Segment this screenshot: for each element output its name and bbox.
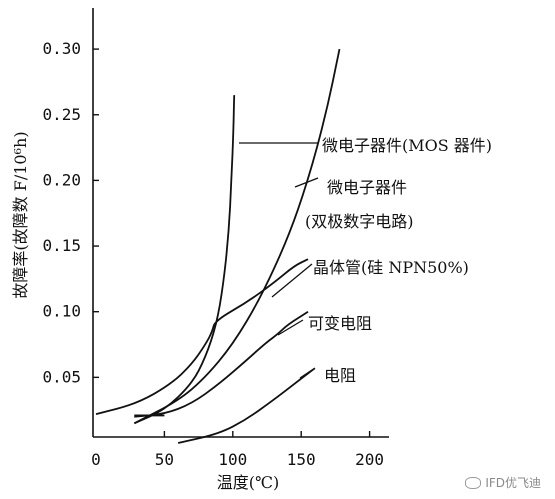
series-labels: 微电子器件(MOS 器件) 微电子器件 (双极数字电路) 晶体管(硅 NPN50%) 可… bbox=[305, 136, 492, 385]
leader-line-5 bbox=[299, 369, 313, 379]
y-axis-title: 故障率(故障数 F/10⁶h) bbox=[11, 131, 30, 298]
y-tick-label: 0.20 bbox=[42, 170, 81, 189]
series-layer bbox=[95, 48, 341, 444]
y-tick-label: 0.25 bbox=[42, 105, 81, 124]
series-line-5 bbox=[177, 367, 316, 444]
series-label-1: 微电子器件(MOS 器件) bbox=[322, 136, 492, 155]
series-line-3 bbox=[95, 258, 309, 415]
axes: 0 50 100 150 200 0.05 0.10 0.15 0.20 0.25 0.30 温度(℃… bbox=[11, 8, 389, 492]
leader-lines bbox=[239, 142, 319, 379]
wechat-icon bbox=[465, 476, 482, 489]
leader-line-4 bbox=[277, 319, 304, 336]
y-tick-label: 0.10 bbox=[42, 302, 81, 321]
watermark: IFD优飞迪 bbox=[465, 474, 541, 491]
series-line-1 bbox=[133, 95, 236, 425]
y-tick-label: 0.05 bbox=[42, 367, 81, 386]
x-axis-title: 温度(℃) bbox=[217, 473, 279, 492]
leader-line-2 bbox=[294, 177, 319, 188]
x-tick-label: 0 bbox=[91, 450, 101, 469]
x-tick-label: 200 bbox=[355, 450, 384, 469]
y-tick-label: 0.30 bbox=[42, 39, 81, 58]
x-tick-label: 50 bbox=[155, 450, 174, 469]
series-label-2-line-2: (双极数字电路) bbox=[305, 212, 414, 231]
series-label-4: 可变电阻 bbox=[308, 314, 372, 333]
series-line-2 bbox=[133, 48, 341, 425]
x-tick-label: 150 bbox=[287, 450, 316, 469]
y-tick-label: 0.15 bbox=[42, 236, 81, 255]
watermark-text: IFD优飞迪 bbox=[485, 476, 541, 490]
series-label-5: 电阻 bbox=[324, 366, 356, 385]
series-label-3: 晶体管(硅 NPN50%) bbox=[313, 258, 469, 277]
series-line-4 bbox=[134, 310, 309, 418]
series-label-2-line-1: 微电子器件 bbox=[327, 178, 407, 197]
x-tick-label: 100 bbox=[218, 450, 247, 469]
leader-line-3 bbox=[271, 263, 313, 298]
